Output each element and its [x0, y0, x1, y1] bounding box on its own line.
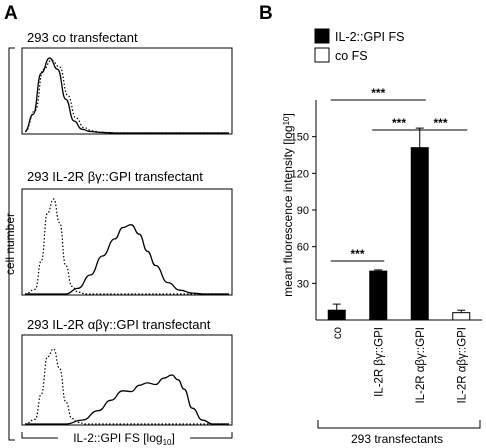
- category-label-1: co: [332, 327, 344, 339]
- histogram-2-solid-curve: [24, 224, 229, 295]
- bar-2: [369, 270, 388, 321]
- histogram-1-frame: [21, 47, 233, 135]
- histogram-1-title: 293 co transfectant: [27, 30, 138, 45]
- histogram-1-solid-curve: [24, 57, 229, 134]
- legend-label-2: co FS: [335, 49, 368, 63]
- y-tick-label: 90: [297, 205, 309, 217]
- y-tick-label: 120: [291, 168, 309, 180]
- legend-swatch-2: [314, 47, 330, 63]
- histogram-2-dotted-curve: [24, 198, 229, 295]
- bar-1: [327, 309, 346, 321]
- group-bracket: [317, 420, 481, 429]
- category-label-2: IL-2R βγ::GPI: [373, 327, 385, 397]
- category-label-3: IL-2R αβγ::GPI: [415, 327, 427, 404]
- panel-a-xlabel: IL-2::GPI FS [log10]: [73, 431, 175, 447]
- significance-label-3: ***: [392, 116, 406, 130]
- panel-b-ylabel: mean fluorescence intensity [log10]: [281, 113, 295, 297]
- panel-a-y-bracket: [8, 47, 15, 441]
- histogram-3-solid-curve: [25, 374, 229, 425]
- panel-b-letter: B: [259, 3, 273, 24]
- histogram-curves: [24, 57, 229, 425]
- histogram-3-title: 293 IL-2R αβγ::GPI transfectant: [27, 317, 211, 332]
- category-label-4: IL-2R αβγ::GPI: [456, 327, 468, 404]
- legend-label-1: IL-2::GPI FS: [335, 30, 404, 44]
- legend-swatch-1: [314, 28, 330, 44]
- histogram-2-frame: [21, 188, 233, 296]
- y-tick-label: 150: [291, 132, 309, 144]
- panel-a-x-bracket: [21, 432, 233, 439]
- panel-a-ylabel: cell number: [3, 213, 17, 275]
- bar-3: [410, 147, 429, 321]
- histogram-2-title: 293 IL-2R βγ::GPI transfectant: [27, 169, 203, 184]
- group-label: 293 transfectants: [351, 432, 443, 446]
- panel-a-letter: A: [4, 3, 18, 24]
- histogram-3-frame: [21, 334, 233, 426]
- significance-label-2: ***: [371, 86, 385, 100]
- histogram-1-dotted-curve: [24, 59, 229, 134]
- histogram-3-dotted-curve: [24, 348, 229, 425]
- significance-label-4: ***: [433, 116, 447, 130]
- y-tick-label: 60: [297, 242, 309, 254]
- bar-4: [452, 312, 471, 321]
- significance-label-1: ***: [350, 247, 364, 261]
- y-tick-label: 30: [297, 278, 309, 290]
